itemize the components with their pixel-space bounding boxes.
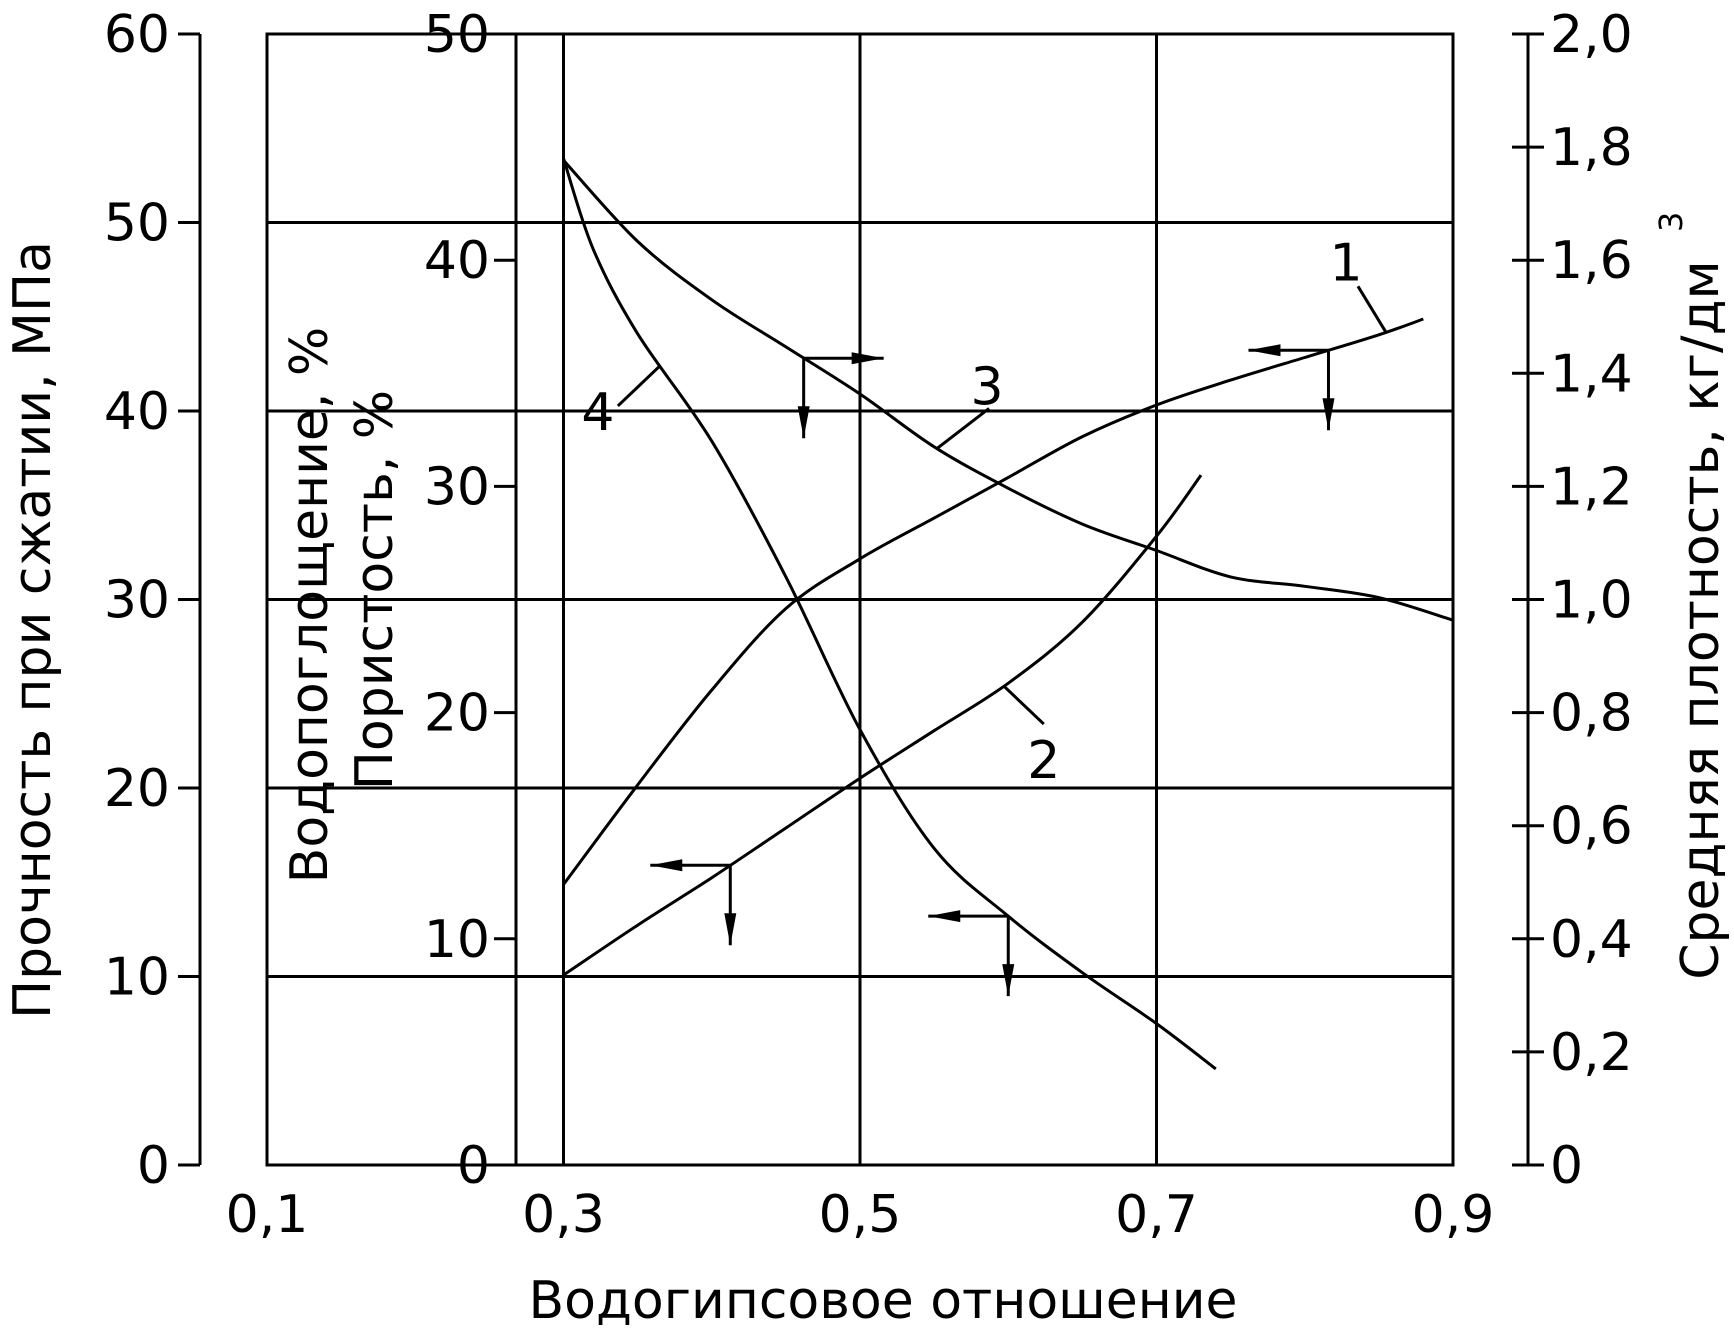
series-3-leader <box>936 407 991 450</box>
strength-tick-label: 40 <box>104 382 170 442</box>
series-1-axis-arrowhead <box>1248 344 1281 357</box>
series-1-line <box>562 317 1424 886</box>
density-tick-label: 1,6 <box>1550 231 1633 291</box>
series-1-down-arrowhead <box>1322 398 1335 431</box>
density-tick-label: 2,0 <box>1550 5 1633 65</box>
series-3-line <box>562 159 1454 622</box>
density-tick-label: 0 <box>1550 1136 1583 1196</box>
absorption-tick-label: 30 <box>424 457 490 517</box>
absorption-tick-label: 40 <box>424 231 490 291</box>
density-axis-title: Средняя плотность, кг/дм <box>1671 260 1731 980</box>
strength-tick-label: 30 <box>104 571 170 631</box>
porosity-axis-title: Пористость, % <box>345 390 405 790</box>
axis-indicator-arrows <box>650 344 1335 997</box>
series-3-down-arrowhead <box>797 406 810 439</box>
strength-axis-title: Прочность при сжатии, МПа <box>3 241 63 1019</box>
density-tick-label: 0,6 <box>1550 797 1633 857</box>
tick-marks <box>178 32 1544 1167</box>
curves <box>562 157 1454 1071</box>
strength-tick-label: 0 <box>137 1136 170 1196</box>
density-tick-label: 0,2 <box>1550 1023 1633 1083</box>
x-tick-label: 0,5 <box>819 1185 902 1245</box>
series-2-line <box>562 474 1203 977</box>
series-3-label: 3 <box>971 357 1004 417</box>
density-tick-label: 0,4 <box>1550 910 1633 970</box>
strength-tick-label: 50 <box>104 194 170 254</box>
strength-tick-label: 20 <box>104 759 170 819</box>
absorption-tick-label: 10 <box>424 910 490 970</box>
plot-frame <box>265 32 1455 1167</box>
series-4-down-arrowhead <box>1002 964 1015 997</box>
series-4-line <box>562 157 1217 1071</box>
strength-tick-label: 10 <box>104 948 170 1008</box>
curve-labels: 1 2 3 4 <box>581 233 1388 791</box>
series-3-axis-arrowhead <box>851 352 884 365</box>
absorption-tick-label: 50 <box>424 5 490 65</box>
series-2-down-arrowhead <box>724 913 737 946</box>
strength-tick-label: 60 <box>104 5 170 65</box>
series-4-leader <box>616 364 661 408</box>
series-2-leader <box>1002 684 1045 726</box>
x-tick-label: 0,7 <box>1115 1185 1198 1245</box>
series-1-label: 1 <box>1329 233 1362 293</box>
density-tick-label: 1,8 <box>1550 118 1633 178</box>
x-tick-label: 0,3 <box>522 1185 605 1245</box>
tick-labels: 0,1 0,3 0,5 0,7 0,90102030405060010203040500… <box>104 5 1633 1245</box>
x-tick-label: 0,9 <box>1412 1185 1495 1245</box>
absorption-tick-label: 0 <box>457 1136 490 1196</box>
series-2-label: 2 <box>1027 731 1060 791</box>
density-tick-label: 0,8 <box>1550 684 1633 744</box>
x-tick-label: 0,1 <box>226 1185 309 1245</box>
density-tick-label: 1,4 <box>1550 344 1633 404</box>
density-tick-label: 1,2 <box>1550 457 1633 517</box>
grid <box>267 34 1453 1165</box>
series-1-leader <box>1356 285 1388 334</box>
series-4-label: 4 <box>581 383 614 443</box>
absorption-tick-label: 20 <box>424 684 490 744</box>
density-axis-title-superscript: 3 <box>1652 212 1690 232</box>
density-tick-label: 1,0 <box>1550 571 1633 631</box>
series-4-axis-arrowhead <box>928 910 961 923</box>
absorption-axis-title: Водопоглощение, % <box>280 327 340 884</box>
series-2-axis-arrowhead <box>650 859 683 872</box>
x-axis-title: Водогипсовое отношение <box>528 1271 1237 1331</box>
